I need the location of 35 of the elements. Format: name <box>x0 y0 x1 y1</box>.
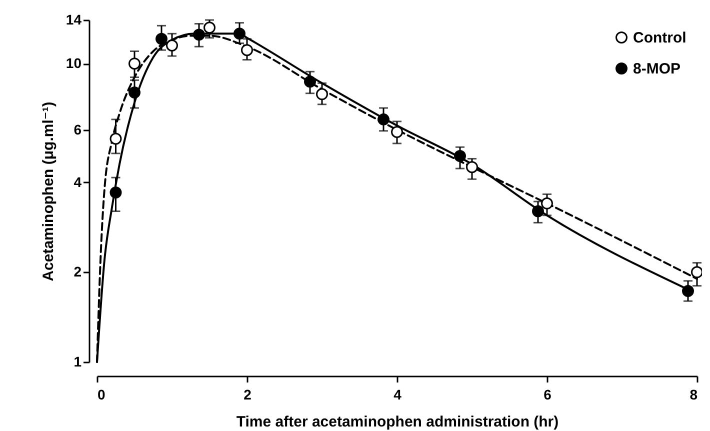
x-tick-label: 4 <box>394 386 402 402</box>
x-axis-title: Time after acetaminophen administration (hr) <box>236 414 559 430</box>
legend-label: 8-MOP <box>633 60 681 78</box>
point <box>466 161 478 174</box>
point <box>378 113 390 126</box>
point <box>316 88 328 100</box>
legend-label: Control <box>633 30 686 46</box>
point <box>304 76 316 88</box>
point <box>193 28 205 41</box>
x-tick-label: 6 <box>544 386 552 402</box>
point <box>204 22 216 34</box>
point <box>682 284 694 297</box>
point <box>532 205 544 218</box>
point <box>691 266 702 278</box>
point <box>234 28 246 40</box>
point <box>166 40 178 52</box>
point <box>241 44 253 56</box>
y-tick-label: 10 <box>66 55 82 72</box>
y-tick-label: 6 <box>74 121 82 138</box>
y-tick-label: 1 <box>74 354 82 370</box>
point <box>391 126 403 138</box>
point <box>110 132 122 145</box>
y-axis-title: Acetaminophen (μg.ml⁻¹) <box>40 102 57 282</box>
x-tick-label: 2 <box>244 386 252 402</box>
y-tick-label: 2 <box>74 264 82 280</box>
point <box>128 58 140 70</box>
point <box>110 186 122 198</box>
y-tick-label: 14 <box>66 12 82 28</box>
point <box>454 150 466 162</box>
x-tick-label: 8 <box>690 386 698 402</box>
x-tick-label: 0 <box>98 386 106 402</box>
y-tick-label: 4 <box>74 174 82 190</box>
point <box>541 197 553 210</box>
point <box>156 32 168 45</box>
point <box>128 86 140 99</box>
